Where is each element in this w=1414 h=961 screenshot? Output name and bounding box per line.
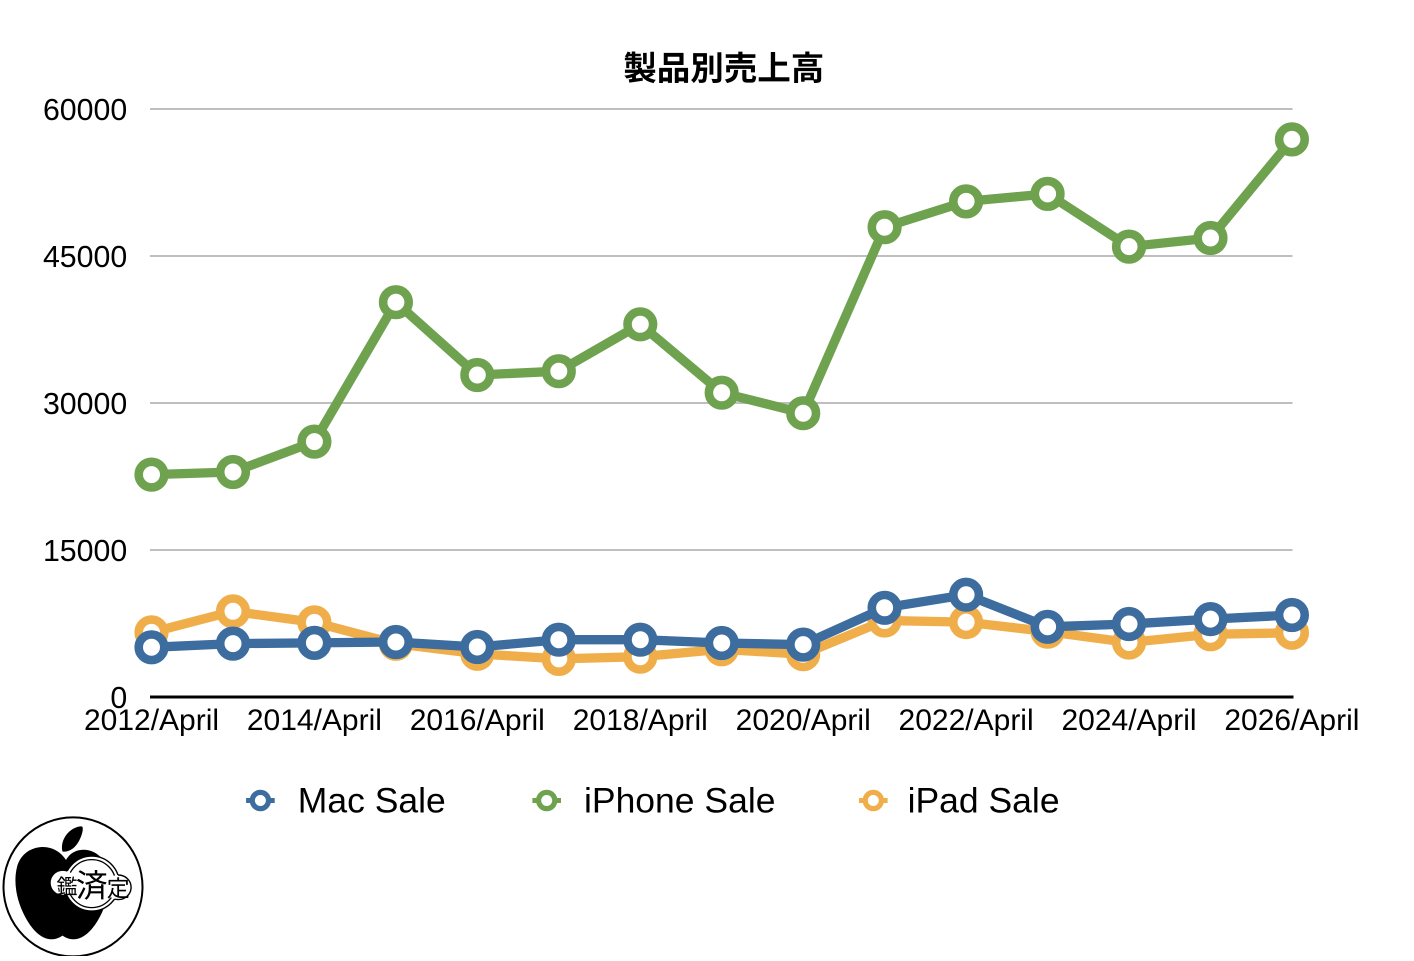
svg-text:30000: 30000 <box>43 388 127 421</box>
svg-text:2026/April: 2026/April <box>1224 704 1359 737</box>
svg-text:2020/April: 2020/April <box>736 704 871 737</box>
svg-text:iPhone Sale: iPhone Sale <box>584 781 775 821</box>
svg-text:iPad Sale: iPad Sale <box>908 781 1060 821</box>
svg-text:45000: 45000 <box>43 241 127 274</box>
svg-text:2014/April: 2014/April <box>247 704 382 737</box>
svg-text:2024/April: 2024/April <box>1061 704 1196 737</box>
svg-text:15000: 15000 <box>43 535 127 568</box>
svg-text:Mac Sale: Mac Sale <box>298 781 446 821</box>
svg-text:2012/April: 2012/April <box>84 704 219 737</box>
svg-text:2018/April: 2018/April <box>573 704 708 737</box>
svg-text:2022/April: 2022/April <box>899 704 1034 737</box>
svg-text:2016/April: 2016/April <box>410 704 545 737</box>
svg-text:60000: 60000 <box>43 94 127 127</box>
svg-text:0: 0 <box>110 682 127 715</box>
